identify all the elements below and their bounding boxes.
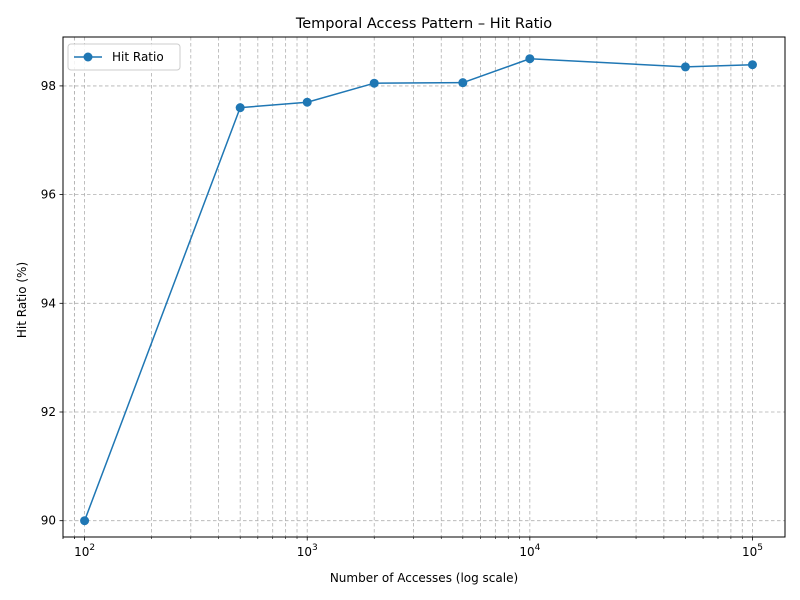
data-point bbox=[302, 97, 312, 107]
y-axis-ticks: 90 92 94 96 98 bbox=[41, 79, 63, 528]
y-axis-label: Hit Ratio (%) bbox=[15, 262, 29, 338]
data-point bbox=[747, 60, 757, 70]
legend-box bbox=[67, 43, 181, 71]
x-tick-label: 103 bbox=[297, 543, 318, 559]
y-tick-label: 90 bbox=[41, 514, 56, 528]
y-tick-label: 96 bbox=[41, 188, 56, 202]
y-tick-label: 98 bbox=[41, 79, 56, 93]
y-tick-label: 94 bbox=[41, 296, 56, 310]
data-point bbox=[369, 78, 379, 88]
legend-label: Hit Ratio bbox=[112, 50, 164, 64]
legend: Hit Ratio bbox=[67, 43, 181, 71]
x-tick-label: 102 bbox=[74, 543, 95, 559]
data-point bbox=[680, 62, 690, 72]
plot-frame bbox=[62, 36, 786, 538]
data-point bbox=[458, 78, 468, 88]
data-point bbox=[80, 516, 90, 526]
x-tick-label: 105 bbox=[742, 543, 763, 559]
series-line-hit-ratio bbox=[83, 57, 753, 521]
data-point bbox=[525, 54, 535, 64]
x-tick-label: 104 bbox=[519, 543, 540, 559]
x-axis-label: Number of Accesses (log scale) bbox=[330, 571, 518, 585]
series-layer bbox=[80, 54, 757, 526]
legend-marker-swatch bbox=[83, 52, 93, 62]
grid bbox=[62, 37, 785, 537]
data-point bbox=[235, 103, 245, 113]
chart-title: Temporal Access Pattern – Hit Ratio bbox=[295, 16, 552, 32]
x-axis-ticks: 102 103 104 105 bbox=[62, 537, 763, 559]
y-tick-label: 92 bbox=[41, 405, 56, 419]
